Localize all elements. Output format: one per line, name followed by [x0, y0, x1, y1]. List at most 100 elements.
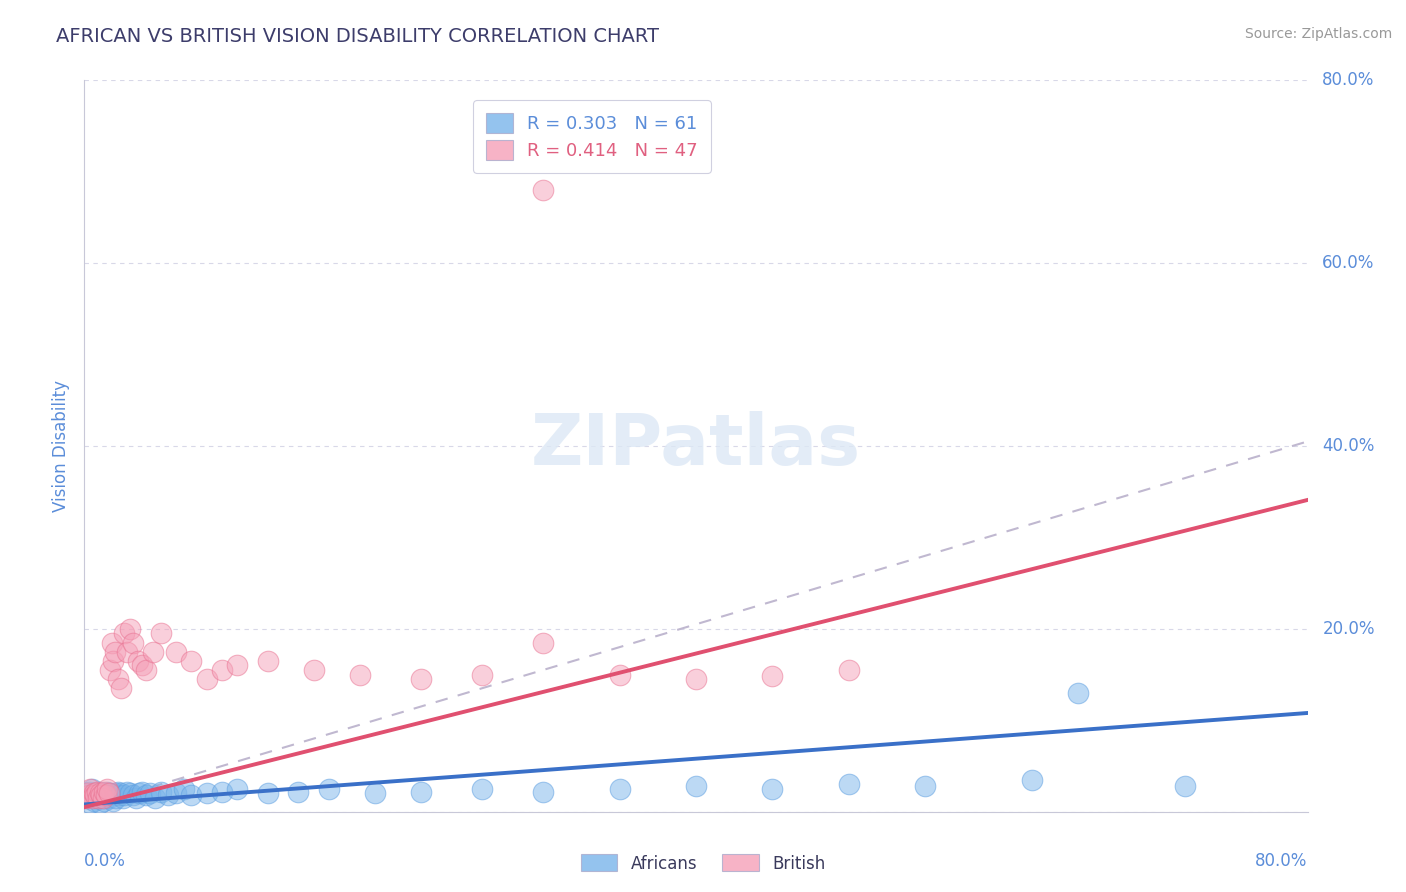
- Point: [101, 635, 124, 649]
- Point: [149, 784, 172, 798]
- Point: [349, 667, 371, 681]
- Point: [112, 626, 135, 640]
- Point: [409, 784, 432, 798]
- Point: [83, 787, 105, 801]
- Point: [122, 789, 145, 803]
- Point: [685, 672, 707, 686]
- Text: 60.0%: 60.0%: [1322, 254, 1375, 272]
- Text: AFRICAN VS BRITISH VISION DISABILITY CORRELATION CHART: AFRICAN VS BRITISH VISION DISABILITY COR…: [56, 27, 659, 45]
- Point: [101, 789, 124, 803]
- Point: [609, 781, 631, 796]
- Point: [149, 626, 172, 640]
- Point: [143, 791, 166, 805]
- Point: [115, 645, 138, 659]
- Point: [86, 784, 108, 798]
- Point: [195, 787, 218, 801]
- Legend: R = 0.303   N = 61, R = 0.414   N = 47: R = 0.303 N = 61, R = 0.414 N = 47: [474, 100, 710, 172]
- Point: [211, 784, 233, 798]
- Point: [77, 789, 100, 803]
- Point: [531, 635, 554, 649]
- Point: [226, 658, 249, 673]
- Legend: Africans, British: Africans, British: [574, 847, 832, 880]
- Point: [180, 654, 202, 668]
- Point: [471, 667, 494, 681]
- Point: [531, 784, 554, 798]
- Point: [131, 658, 153, 673]
- Point: [87, 789, 110, 803]
- Point: [76, 791, 98, 805]
- Point: [98, 787, 121, 801]
- Point: [89, 787, 111, 801]
- Point: [90, 789, 112, 803]
- Point: [120, 622, 142, 636]
- Point: [838, 777, 860, 791]
- Point: [96, 784, 118, 798]
- Point: [90, 789, 112, 803]
- Point: [180, 789, 202, 803]
- Point: [107, 672, 129, 686]
- Text: 20.0%: 20.0%: [1322, 620, 1375, 638]
- Point: [287, 784, 309, 798]
- Point: [105, 791, 128, 805]
- Point: [211, 663, 233, 677]
- Text: 80.0%: 80.0%: [1256, 852, 1308, 870]
- Point: [609, 667, 631, 681]
- Text: 0.0%: 0.0%: [84, 852, 127, 870]
- Y-axis label: Vision Disability: Vision Disability: [52, 380, 70, 512]
- Point: [364, 787, 387, 801]
- Text: ZIPatlas: ZIPatlas: [531, 411, 860, 481]
- Point: [761, 669, 783, 683]
- Point: [135, 663, 157, 677]
- Text: 40.0%: 40.0%: [1322, 437, 1375, 455]
- Point: [104, 645, 127, 659]
- Point: [157, 789, 180, 803]
- Point: [91, 791, 114, 805]
- Point: [112, 789, 135, 803]
- Point: [97, 791, 120, 805]
- Point: [142, 645, 165, 659]
- Point: [94, 789, 117, 803]
- Point: [1174, 779, 1197, 793]
- Point: [471, 781, 494, 796]
- Point: [165, 787, 187, 801]
- Point: [135, 789, 157, 803]
- Point: [165, 645, 187, 659]
- Point: [1067, 686, 1090, 700]
- Point: [103, 654, 125, 668]
- Text: Source: ZipAtlas.com: Source: ZipAtlas.com: [1244, 27, 1392, 41]
- Point: [91, 787, 114, 801]
- Point: [115, 784, 138, 798]
- Point: [409, 672, 432, 686]
- Point: [1021, 772, 1043, 787]
- Point: [914, 779, 936, 793]
- Point: [127, 654, 149, 668]
- Point: [80, 789, 103, 803]
- Point: [125, 791, 148, 805]
- Point: [110, 787, 132, 801]
- Point: [838, 663, 860, 677]
- Point: [98, 663, 121, 677]
- Point: [75, 787, 97, 801]
- Point: [91, 791, 114, 805]
- Point: [93, 794, 115, 808]
- Point: [108, 789, 131, 803]
- Point: [84, 789, 107, 803]
- Point: [79, 796, 101, 810]
- Point: [104, 787, 127, 801]
- Point: [75, 791, 97, 805]
- Point: [122, 635, 145, 649]
- Point: [226, 781, 249, 796]
- Point: [531, 183, 554, 197]
- Point: [84, 787, 107, 801]
- Point: [302, 663, 325, 677]
- Point: [110, 681, 132, 696]
- Point: [173, 781, 195, 796]
- Point: [86, 791, 108, 805]
- Text: 80.0%: 80.0%: [1322, 71, 1375, 89]
- Point: [76, 787, 98, 801]
- Point: [96, 781, 118, 796]
- Point: [195, 672, 218, 686]
- Point: [318, 781, 340, 796]
- Point: [120, 787, 142, 801]
- Point: [87, 791, 110, 805]
